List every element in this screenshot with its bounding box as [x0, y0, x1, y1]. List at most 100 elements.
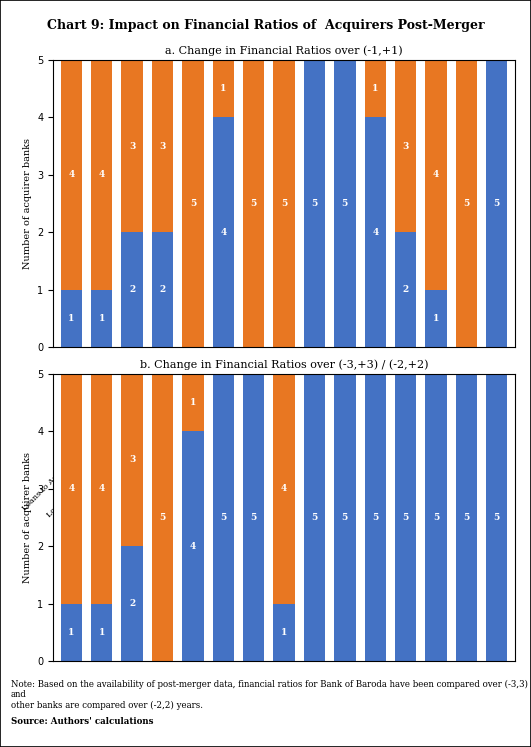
- Bar: [212, 117, 234, 347]
- Bar: [91, 374, 113, 604]
- Y-axis label: Number of acquirer banks: Number of acquirer banks: [23, 138, 31, 269]
- Bar: [61, 374, 82, 604]
- Text: 4: 4: [281, 484, 287, 493]
- Text: 5: 5: [281, 199, 287, 208]
- Y-axis label: Number of acquirer banks: Number of acquirer banks: [23, 452, 31, 583]
- Text: 3: 3: [402, 141, 409, 151]
- Text: Liquidity: Liquidity: [66, 626, 107, 635]
- Text: 4: 4: [220, 228, 226, 237]
- Bar: [182, 431, 203, 661]
- Bar: [91, 604, 113, 661]
- Bar: [152, 374, 173, 661]
- Bar: [486, 374, 508, 661]
- Text: 4: 4: [68, 484, 74, 493]
- Text: 3: 3: [129, 455, 135, 465]
- Text: Asset
Quality: Asset Quality: [435, 626, 468, 645]
- Bar: [456, 60, 477, 347]
- Bar: [365, 60, 386, 117]
- Text: 2: 2: [159, 285, 166, 294]
- Bar: [273, 604, 295, 661]
- Text: 5: 5: [433, 512, 439, 522]
- Bar: [61, 604, 82, 661]
- Text: 1: 1: [68, 314, 74, 323]
- Text: 5: 5: [342, 199, 348, 208]
- Text: 4: 4: [68, 170, 74, 179]
- Text: 2: 2: [129, 599, 135, 608]
- Text: 5: 5: [464, 512, 469, 522]
- Text: 2: 2: [402, 285, 409, 294]
- Text: 5: 5: [372, 512, 379, 522]
- Bar: [395, 374, 416, 661]
- Text: 4: 4: [99, 170, 105, 179]
- Text: 3: 3: [159, 141, 166, 151]
- Text: OE to Net OI: OE to Net OI: [119, 462, 162, 505]
- Text: 5: 5: [494, 512, 500, 522]
- Bar: [486, 60, 508, 347]
- Title: a. Change in Financial Ratios over (-1,+1): a. Change in Financial Ratios over (-1,+…: [165, 46, 403, 56]
- Text: PCR: PCR: [479, 462, 497, 480]
- Bar: [91, 60, 113, 290]
- Text: Loans to Assets: Loans to Assets: [21, 462, 71, 512]
- Bar: [304, 374, 325, 661]
- Text: 1: 1: [281, 627, 287, 637]
- Text: 1: 1: [433, 314, 439, 323]
- Text: 1: 1: [99, 314, 105, 323]
- Title: b. Change in Financial Ratios over (-3,+3) / (-2,+2): b. Change in Financial Ratios over (-3,+…: [140, 359, 429, 370]
- Bar: [395, 232, 416, 347]
- Text: NNPA Ratio: NNPA Ratio: [427, 462, 466, 502]
- Bar: [334, 60, 356, 347]
- Text: 4: 4: [372, 228, 379, 237]
- Text: 5: 5: [494, 199, 500, 208]
- Bar: [122, 232, 143, 347]
- Text: 5: 5: [251, 199, 257, 208]
- Bar: [212, 374, 234, 661]
- Bar: [425, 60, 447, 290]
- Text: 1: 1: [99, 627, 105, 637]
- Text: 5: 5: [190, 199, 196, 208]
- Text: 5: 5: [402, 512, 409, 522]
- Text: 5: 5: [342, 512, 348, 522]
- Bar: [212, 60, 234, 117]
- Text: 3: 3: [129, 141, 135, 151]
- Bar: [152, 232, 173, 347]
- Text: 1: 1: [68, 627, 74, 637]
- Bar: [61, 60, 82, 290]
- Text: NPA
Provi-
sions: NPA Provi- sions: [483, 626, 510, 656]
- Bar: [152, 60, 173, 232]
- Text: Source: Authors' calculations: Source: Authors' calculations: [11, 717, 153, 726]
- Bar: [122, 546, 143, 661]
- Bar: [334, 374, 356, 661]
- Bar: [365, 374, 386, 661]
- Text: Cost to Income: Cost to Income: [357, 462, 406, 512]
- Bar: [365, 117, 386, 347]
- Bar: [425, 290, 447, 347]
- Text: 1: 1: [190, 397, 196, 407]
- Bar: [425, 374, 447, 661]
- Text: 5: 5: [251, 512, 257, 522]
- Text: 2: 2: [129, 285, 135, 294]
- Text: Capital
Adequacy: Capital Adequacy: [232, 626, 276, 645]
- Text: Loans to Capital: Loans to Capital: [201, 462, 254, 515]
- Text: Profitability: Profitability: [333, 626, 387, 635]
- Text: CRAR: CRAR: [201, 462, 224, 485]
- Text: OE to Assets: OE to Assets: [151, 462, 193, 504]
- Bar: [243, 60, 264, 347]
- Bar: [182, 60, 203, 347]
- Text: 5: 5: [311, 512, 318, 522]
- Bar: [273, 60, 295, 347]
- Text: ROE: ROE: [326, 462, 345, 481]
- Bar: [61, 290, 82, 347]
- Bar: [395, 60, 416, 232]
- Bar: [91, 290, 113, 347]
- Text: Operating
Efficiency: Operating Efficiency: [139, 626, 186, 645]
- Text: 5: 5: [159, 512, 166, 522]
- Text: 4: 4: [190, 542, 196, 551]
- Text: Note: Based on the availability of post-merger data, financial ratios for Bank o: Note: Based on the availability of post-…: [11, 680, 528, 710]
- Bar: [243, 374, 264, 661]
- Bar: [122, 374, 143, 546]
- Text: 5: 5: [220, 512, 226, 522]
- Text: 1: 1: [372, 84, 379, 93]
- Bar: [273, 374, 295, 604]
- Text: NIM: NIM: [357, 462, 375, 481]
- Bar: [456, 374, 477, 661]
